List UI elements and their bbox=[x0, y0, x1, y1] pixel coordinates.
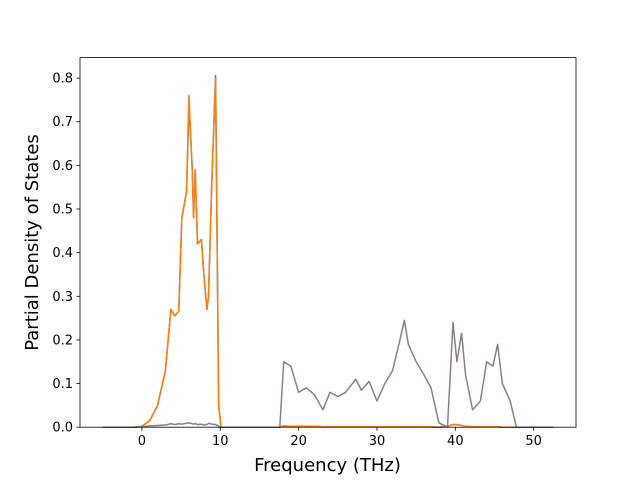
x-tick-label: 40 bbox=[447, 434, 464, 449]
series-line bbox=[102, 77, 554, 428]
x-axis-label: Frequency (THz) bbox=[254, 455, 401, 476]
x-tick-label: 20 bbox=[290, 434, 307, 449]
y-tick-label: 0.2 bbox=[52, 333, 73, 348]
y-tick-label: 0.6 bbox=[52, 159, 73, 174]
y-tick-label: 0.8 bbox=[52, 72, 73, 87]
x-tick-label: 30 bbox=[369, 434, 386, 449]
y-tick-label: 0.5 bbox=[52, 203, 73, 218]
x-tick-label: 0 bbox=[138, 434, 146, 449]
y-tick-label: 0.7 bbox=[52, 115, 73, 130]
y-tick-label: 0.1 bbox=[52, 377, 73, 392]
series-line bbox=[102, 319, 554, 428]
y-tick-label: 0.4 bbox=[52, 246, 73, 261]
y-tick-label: 0.0 bbox=[52, 421, 73, 436]
series-line bbox=[102, 75, 554, 428]
y-axis-label: Partial Density of States bbox=[22, 134, 43, 351]
plot-frame bbox=[79, 57, 577, 428]
x-tick-label: 50 bbox=[525, 434, 542, 449]
y-tick-label: 0.3 bbox=[52, 290, 73, 305]
x-tick-label: 10 bbox=[212, 434, 229, 449]
